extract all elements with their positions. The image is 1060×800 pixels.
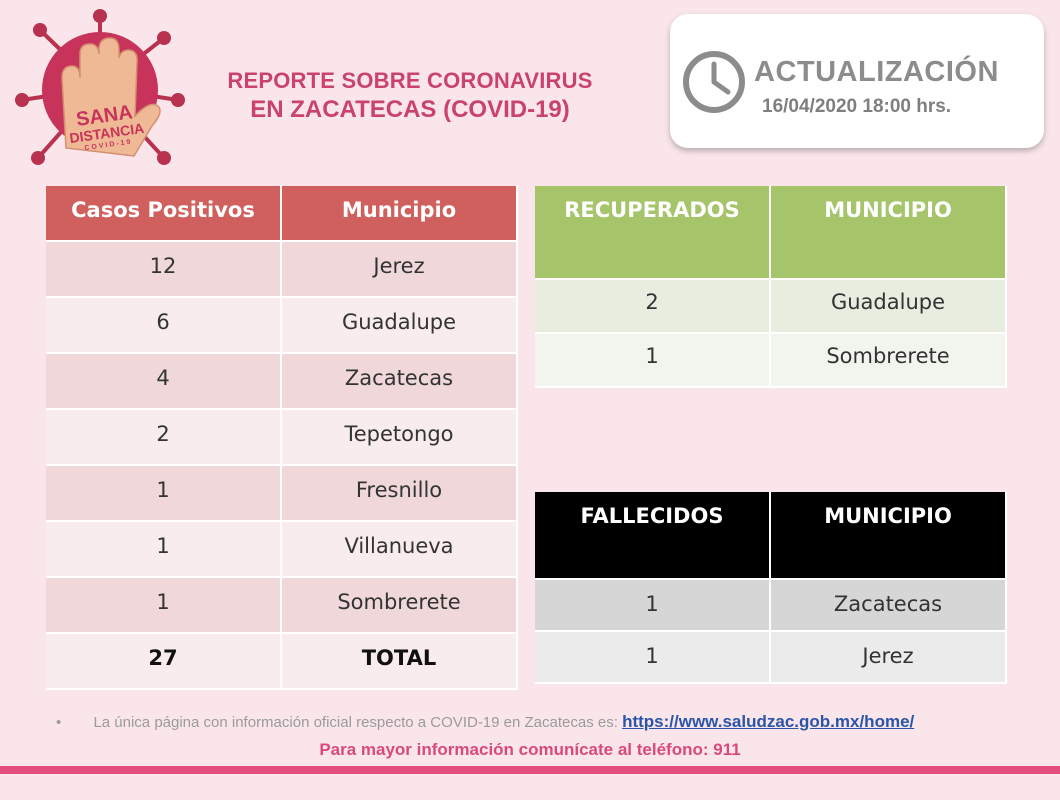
cell-municipio: Jerez	[771, 632, 1007, 684]
official-site-link[interactable]: https://www.saludzac.gob.mx/home/	[622, 712, 915, 731]
update-card: ACTUALIZACIÓN 16/04/2020 18:00 hrs.	[670, 14, 1044, 148]
table-row: 1 Fresnillo	[46, 466, 518, 522]
header-casos-positivos: Casos Positivos	[46, 186, 282, 242]
clock-icon	[682, 50, 746, 114]
footer-note-text: La única página con información oficial …	[93, 714, 623, 731]
cell-count: 2	[46, 410, 282, 466]
table-row: 1 Sombrerete	[46, 578, 518, 634]
report-title-line1: REPORTE SOBRE CORONAVIRUS	[227, 68, 593, 93]
update-datetime: 16/04/2020 18:00 hrs.	[762, 96, 952, 117]
cell-count: 12	[46, 242, 282, 298]
cell-municipio: Zacatecas	[282, 354, 518, 410]
cell-municipio: Guadalupe	[282, 298, 518, 354]
table-row: 6 Guadalupe	[46, 298, 518, 354]
positive-cases-table: Casos Positivos Municipio 12 Jerez 6 Gua…	[46, 186, 518, 690]
cell-count: 4	[46, 354, 282, 410]
cell-count: 1	[535, 632, 771, 684]
total-label: TOTAL	[282, 634, 518, 690]
cell-count: 2	[535, 280, 771, 334]
total-count: 27	[46, 634, 282, 690]
table-row: 1 Villanueva	[46, 522, 518, 578]
cell-municipio: Jerez	[282, 242, 518, 298]
table-row: 2 Tepetongo	[46, 410, 518, 466]
table-header-row: RECUPERADOS MUNICIPIO	[535, 186, 1007, 280]
table-total-row: 27 TOTAL	[46, 634, 518, 690]
footer-bullet: •	[56, 714, 62, 731]
cell-count: 1	[46, 522, 282, 578]
bottom-bar	[0, 766, 1060, 774]
table-header-row: FALLECIDOS MUNICIPIO	[535, 492, 1007, 580]
recovered-table: RECUPERADOS MUNICIPIO 2 Guadalupe 1 Somb…	[535, 186, 1007, 388]
header-municipio: MUNICIPIO	[771, 492, 1007, 580]
cell-municipio: Zacatecas	[771, 580, 1007, 632]
cell-municipio: Fresnillo	[282, 466, 518, 522]
header-municipio: Municipio	[282, 186, 518, 242]
update-label: ACTUALIZACIÓN	[754, 56, 999, 88]
cell-count: 1	[46, 578, 282, 634]
cell-municipio: Villanueva	[282, 522, 518, 578]
cell-count: 1	[535, 580, 771, 632]
header-fallecidos: FALLECIDOS	[535, 492, 771, 580]
table-header-row: Casos Positivos Municipio	[46, 186, 518, 242]
sana-distancia-logo: SANA DISTANCIA COVID-19	[14, 8, 186, 176]
table-row: 2 Guadalupe	[535, 280, 1007, 334]
cell-count: 1	[535, 334, 771, 388]
header-municipio: MUNICIPIO	[771, 186, 1007, 280]
report-title: REPORTE SOBRE CORONAVIRUS EN ZACATECAS (…	[190, 68, 630, 124]
table-row: 4 Zacatecas	[46, 354, 518, 410]
footer-note: • La única página con información oficia…	[56, 712, 914, 732]
table-row: 1 Sombrerete	[535, 334, 1007, 388]
deceased-table: FALLECIDOS MUNICIPIO 1 Zacatecas 1 Jerez	[535, 492, 1007, 684]
cell-count: 1	[46, 466, 282, 522]
table-row: 1 Jerez	[535, 632, 1007, 684]
cell-municipio: Sombrerete	[282, 578, 518, 634]
header-recuperados: RECUPERADOS	[535, 186, 771, 280]
cell-municipio: Tepetongo	[282, 410, 518, 466]
table-row: 12 Jerez	[46, 242, 518, 298]
report-title-line2: EN ZACATECAS (COVID-19)	[250, 96, 570, 123]
table-row: 1 Zacatecas	[535, 580, 1007, 632]
cell-count: 6	[46, 298, 282, 354]
cell-municipio: Guadalupe	[771, 280, 1007, 334]
footer-phone: Para mayor información comunícate al tel…	[319, 740, 741, 759]
cell-municipio: Sombrerete	[771, 334, 1007, 388]
